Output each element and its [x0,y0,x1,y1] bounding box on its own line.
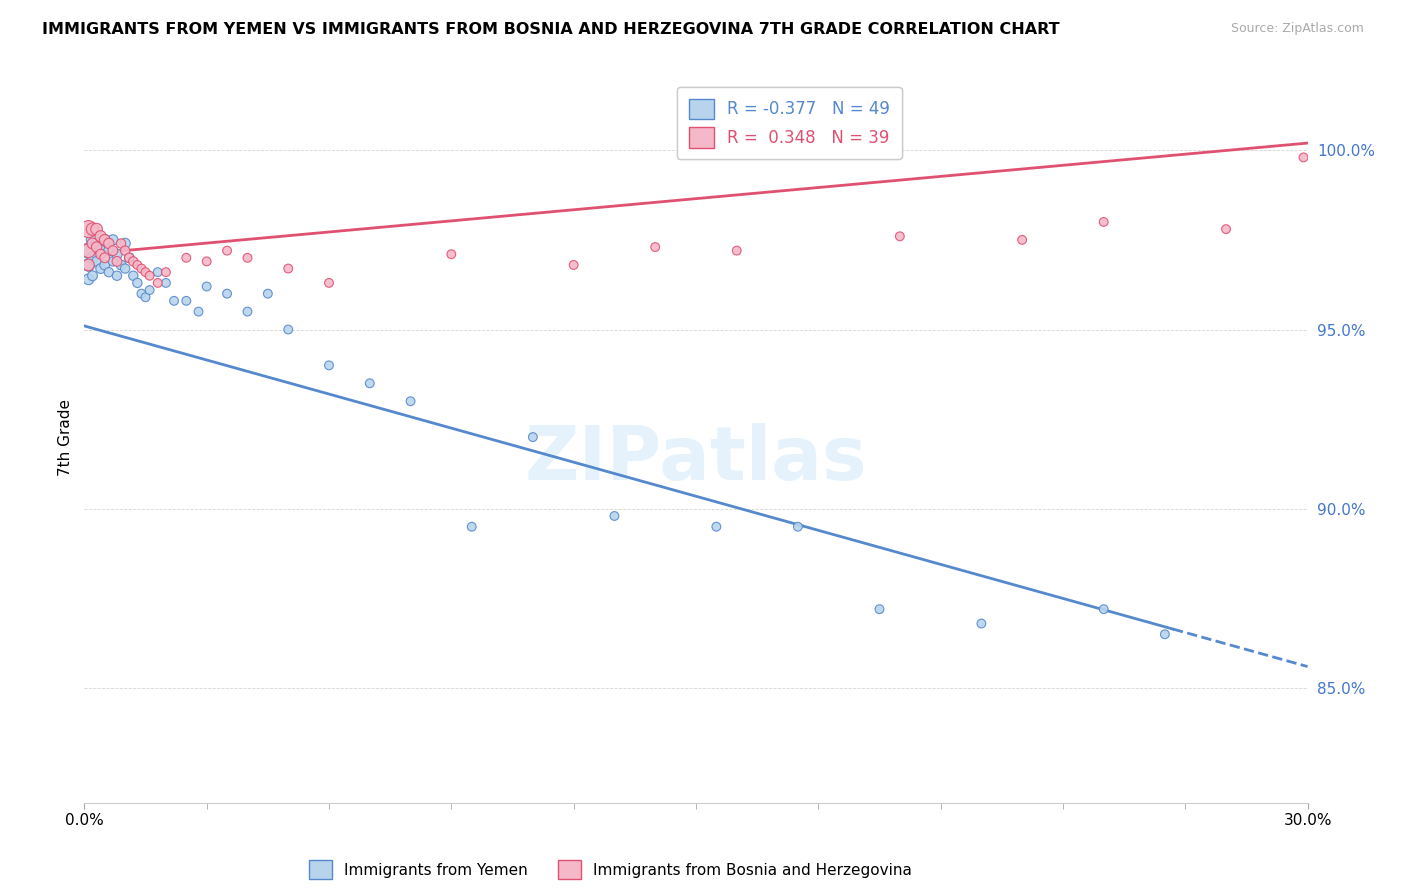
Point [101,244,124,258]
Point [787,519,810,533]
Point [174,293,197,308]
Point [101,233,124,247]
Point [163,293,186,308]
Point [195,254,218,268]
Point [114,261,136,276]
Point [562,258,585,272]
Point [399,394,422,409]
Point [86,222,108,236]
Point [90,244,112,258]
Point [1292,150,1315,164]
Point [706,519,728,533]
Y-axis label: 7th Grade: 7th Grade [58,399,73,475]
Point [131,286,153,301]
Point [93,251,115,265]
Point [277,322,299,336]
Point [127,276,149,290]
Text: Source: ZipAtlas.com: Source: ZipAtlas.com [1230,22,1364,36]
Point [236,304,259,318]
Point [93,233,115,247]
Point [1092,602,1115,616]
Point [93,233,115,247]
Point [277,261,299,276]
Text: ZIPatlas: ZIPatlas [524,423,868,496]
Point [138,268,160,283]
Point [127,258,149,272]
Point [118,251,141,265]
Point [97,244,120,258]
Point [82,268,104,283]
Point [82,236,104,251]
Point [114,236,136,251]
Point [110,236,132,251]
Point [440,247,463,261]
Point [105,254,128,268]
Point [644,240,666,254]
Point [359,376,381,391]
Point [101,254,124,268]
Point [105,268,128,283]
Point [77,272,100,286]
Point [522,430,544,444]
Point [118,251,141,265]
Point [93,258,115,272]
Point [970,616,993,631]
Point [236,251,259,265]
Point [135,290,157,304]
Text: IMMIGRANTS FROM YEMEN VS IMMIGRANTS FROM BOSNIA AND HERZEGOVINA 7TH GRADE CORREL: IMMIGRANTS FROM YEMEN VS IMMIGRANTS FROM… [42,22,1060,37]
Legend: R = -0.377   N = 49, R =  0.348   N = 39: R = -0.377 N = 49, R = 0.348 N = 39 [678,87,901,160]
Point [187,304,209,318]
Point [97,236,120,251]
Point [77,258,100,272]
Point [318,359,340,373]
Point [318,276,340,290]
Point [114,244,136,258]
Point [1215,222,1237,236]
Point [110,258,132,272]
Point [138,283,160,297]
Point [195,279,218,293]
Point [77,244,100,258]
Point [174,251,197,265]
Point [155,276,177,290]
Point [86,236,108,251]
Point [122,254,145,268]
Point [257,286,280,301]
Point [725,244,748,258]
Point [90,247,112,261]
Point [86,254,108,268]
Point [155,265,177,279]
Point [90,229,112,244]
Point [1092,215,1115,229]
Point [146,276,169,290]
Point [77,244,100,258]
Point [135,265,157,279]
Point [82,233,104,247]
Point [77,222,100,236]
Point [1011,233,1033,247]
Point [603,508,626,523]
Point [82,251,104,265]
Point [217,286,239,301]
Point [869,602,891,616]
Point [105,247,128,261]
Point [131,261,153,276]
Point [97,265,120,279]
Point [122,268,145,283]
Point [90,261,112,276]
Point [889,229,911,244]
Point [77,258,100,272]
Point [86,240,108,254]
Point [146,265,169,279]
Point [1154,627,1177,641]
Point [461,519,484,533]
Point [217,244,239,258]
Point [82,222,104,236]
